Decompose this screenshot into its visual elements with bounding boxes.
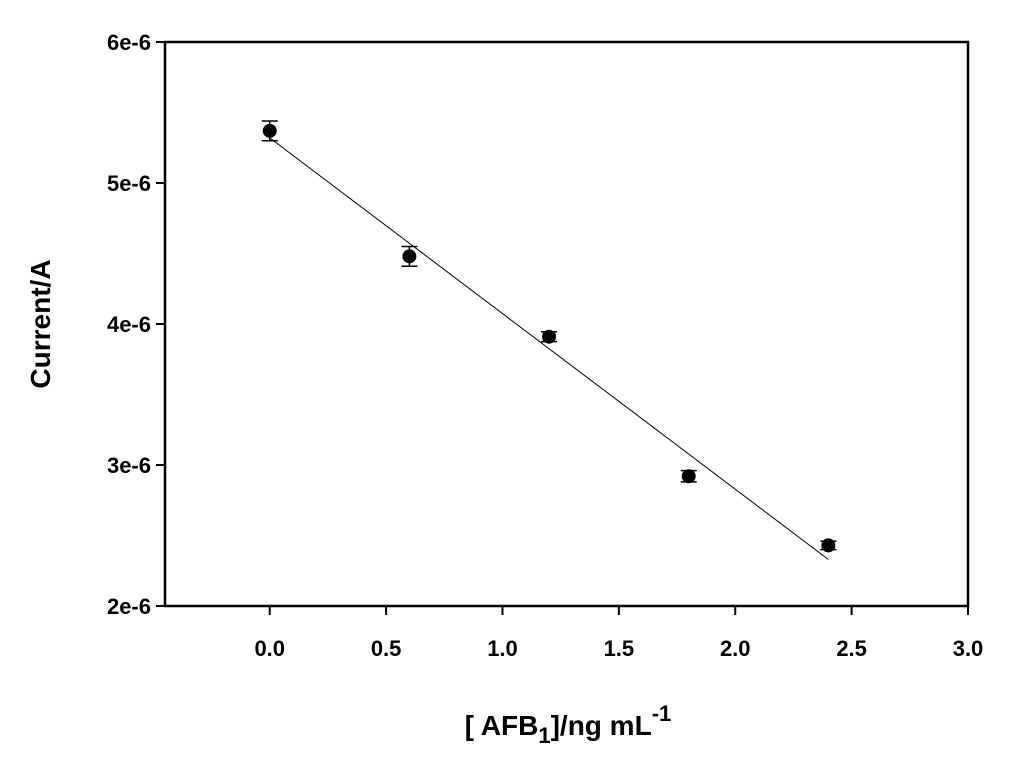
x-tick-label: 2.5 [836,636,867,661]
x-axis-title-superscript: -1 [652,701,672,726]
x-axis-title: [ AFB1]/ng mL-1 [465,701,672,748]
y-tick-label: 6e-6 [107,30,151,55]
x-tick-label: 0.5 [371,636,402,661]
ticks [156,41,969,615]
regression-line [269,137,829,560]
y-tick-label: 5e-6 [107,171,151,196]
data-points [261,120,837,553]
data-marker [402,249,417,264]
x-axis-title-prefix: [ AFB [465,710,539,741]
plot-area [163,40,970,608]
data-point [261,120,278,142]
x-axis-title-subscript: 1 [538,723,550,748]
x-tick-label: 2.0 [720,636,751,661]
x-tick-label: 3.0 [953,636,984,661]
data-point [820,538,837,553]
data-marker [681,469,696,484]
data-marker [821,538,836,553]
x-tick-label: 0.0 [254,636,285,661]
y-tick-label: 4e-6 [107,312,151,337]
x-tick-label: 1.5 [604,636,635,661]
data-marker [542,329,557,344]
data-marker [262,123,277,138]
data-point [680,469,697,484]
y-tick-label: 3e-6 [107,453,151,478]
y-axis-title: Current/A [25,259,56,388]
x-tick-label: 1.0 [487,636,518,661]
data-point [401,245,418,267]
tick-labels: 0.0 0.5 1.0 1.5 2.0 2.5 3.0 2e-6 3e-6 4e-6 5e-6 6e-… [107,30,983,661]
x-axis-title-middle: ]/ng mL [551,710,652,741]
data-point [541,329,558,344]
y-tick-label: 2e-6 [107,594,151,619]
